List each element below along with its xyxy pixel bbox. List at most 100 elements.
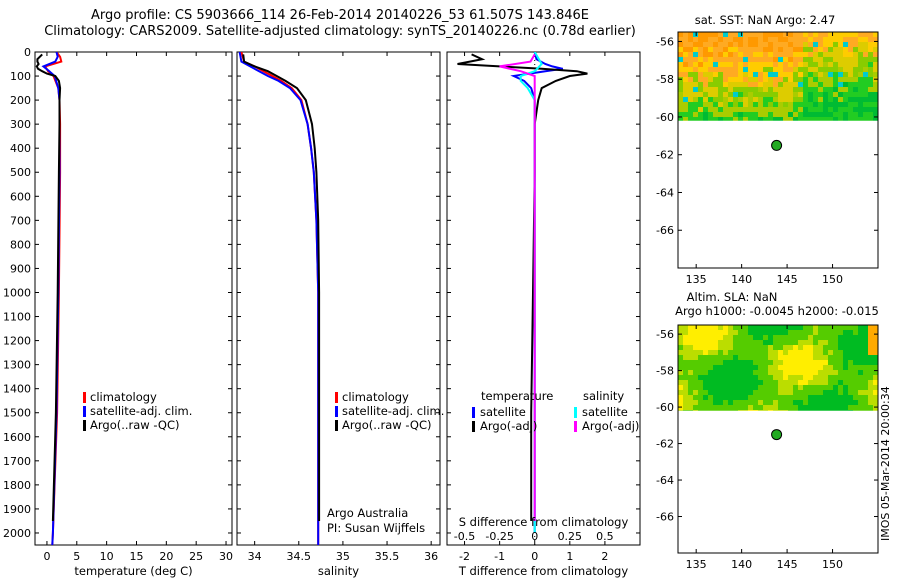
- heatmap-cell: [758, 77, 763, 82]
- heatmap-cell: [813, 365, 818, 370]
- heatmap-cell: [853, 345, 858, 350]
- heatmap-cell: [763, 385, 768, 390]
- heatmap-cell: [693, 52, 698, 57]
- heatmap-cell: [828, 67, 833, 72]
- heatmap-cell: [743, 87, 748, 92]
- heatmap-cell: [843, 380, 848, 385]
- heatmap-cell: [723, 42, 728, 47]
- heatmap-cell: [763, 360, 768, 365]
- heatmap-cell: [768, 87, 773, 92]
- heatmap-cell: [683, 350, 688, 355]
- heatmap-cell: [753, 330, 758, 335]
- heatmap-cell: [868, 385, 873, 390]
- heatmap-cell: [848, 405, 853, 410]
- heatmap-cell: [808, 325, 813, 330]
- heatmap-cell: [718, 395, 723, 400]
- heatmap-cell: [718, 37, 723, 42]
- heatmap-cell: [728, 385, 733, 390]
- heatmap-cell: [693, 350, 698, 355]
- heatmap-cell: [793, 117, 798, 121]
- heatmap-cell: [743, 42, 748, 47]
- heatmap-cell: [863, 350, 868, 355]
- heatmap-cell: [868, 52, 873, 57]
- heatmap-cell: [768, 82, 773, 87]
- heatmap-cell: [773, 360, 778, 365]
- heatmap-cell: [833, 330, 838, 335]
- heatmap-cell: [828, 72, 833, 77]
- heatmap-cell: [758, 350, 763, 355]
- heatmap-cell: [873, 375, 878, 380]
- heatmap-cell: [683, 42, 688, 47]
- heatmap-cell: [798, 77, 803, 82]
- y-tick-label: 700: [10, 214, 31, 227]
- heatmap-cell: [793, 32, 798, 37]
- heatmap-cell: [773, 345, 778, 350]
- heatmap-cell: [738, 107, 743, 112]
- heatmap-cell: [748, 42, 753, 47]
- heatmap-cell: [748, 360, 753, 365]
- heatmap-cell: [753, 375, 758, 380]
- heatmap-cell: [753, 340, 758, 345]
- y-tick-label: 600: [10, 190, 31, 203]
- heatmap-cell: [808, 82, 813, 87]
- heatmap-cell: [818, 330, 823, 335]
- heatmap-cell: [858, 87, 863, 92]
- heatmap-cell: [828, 395, 833, 400]
- heatmap-cell: [788, 330, 793, 335]
- heatmap-cell: [818, 335, 823, 340]
- y-tick-label: 100: [10, 70, 31, 83]
- heatmap-cell: [723, 330, 728, 335]
- heatmap-cell: [853, 102, 858, 107]
- sst-map-argo-marker: [771, 139, 783, 151]
- heatmap-cell: [858, 350, 863, 355]
- heatmap-cell: [813, 97, 818, 102]
- heatmap-cell: [753, 395, 758, 400]
- heatmap-cell: [753, 107, 758, 112]
- heatmap-cell: [873, 340, 878, 345]
- heatmap-cell: [728, 87, 733, 92]
- axes-box-difference: [446, 51, 641, 546]
- heatmap-cell: [738, 330, 743, 335]
- heatmap-cell: [773, 365, 778, 370]
- heatmap-cell: [733, 42, 738, 47]
- heatmap-cell: [753, 42, 758, 47]
- heatmap-cell: [743, 355, 748, 360]
- heatmap-cell: [863, 102, 868, 107]
- legend-label: Argo(..raw -QC): [90, 418, 180, 432]
- heatmap-cell: [853, 42, 858, 47]
- heatmap-cell: [728, 102, 733, 107]
- heatmap-cell: [708, 87, 713, 92]
- heatmap-cell: [753, 385, 758, 390]
- y-tick-label: 1800: [3, 479, 31, 492]
- heatmap-cell: [773, 335, 778, 340]
- heatmap-cell: [793, 77, 798, 82]
- heatmap-cell: [773, 350, 778, 355]
- heatmap-cell: [708, 400, 713, 405]
- heatmap-cell: [838, 32, 843, 37]
- heatmap-cell: [873, 360, 878, 365]
- heatmap-cell: [808, 42, 813, 47]
- heatmap-cell: [678, 72, 683, 77]
- heatmap-cell: [768, 405, 773, 410]
- heatmap-cell: [728, 405, 733, 410]
- heatmap-cell: [843, 52, 848, 57]
- heatmap-cell: [698, 97, 703, 102]
- heatmap-cell: [733, 330, 738, 335]
- heatmap-cell: [753, 355, 758, 360]
- heatmap-cell: [808, 62, 813, 67]
- heatmap-cell: [718, 47, 723, 52]
- heatmap-cell: [858, 345, 863, 350]
- heatmap-cell: [703, 380, 708, 385]
- heatmap-cell: [863, 360, 868, 365]
- heatmap-cell: [718, 380, 723, 385]
- heatmap-cell: [853, 395, 858, 400]
- heatmap-cell: [693, 47, 698, 52]
- heatmap-cell: [773, 87, 778, 92]
- heatmap-cell: [838, 77, 843, 82]
- heatmap-cell: [858, 355, 863, 360]
- heatmap-cell: [708, 107, 713, 112]
- heatmap-cell: [703, 112, 708, 117]
- heatmap-cell: [813, 87, 818, 92]
- heatmap-cell: [843, 67, 848, 72]
- heatmap-cell: [778, 112, 783, 117]
